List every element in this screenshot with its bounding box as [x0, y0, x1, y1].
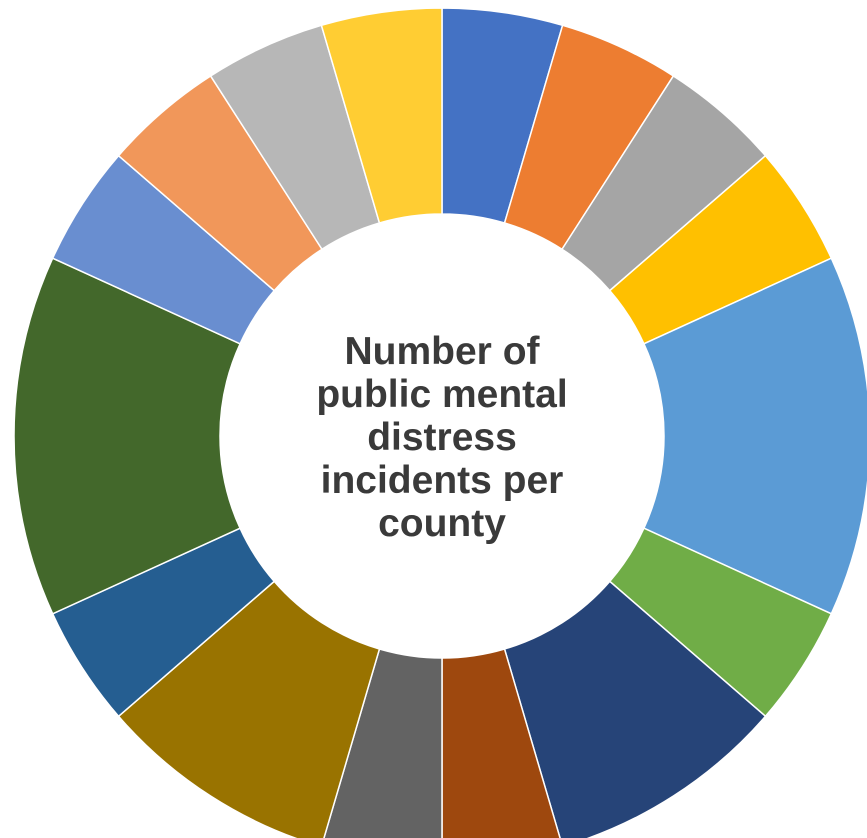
center-label-line: public mental — [316, 372, 568, 416]
center-label-line: distress — [367, 415, 517, 459]
center-label-line: incidents per — [320, 458, 564, 502]
donut-hole — [220, 214, 664, 658]
center-label-line: county — [378, 501, 506, 545]
center-label-line: Number of — [344, 329, 540, 373]
center-label: Number of public mental distress inciden… — [282, 302, 602, 572]
